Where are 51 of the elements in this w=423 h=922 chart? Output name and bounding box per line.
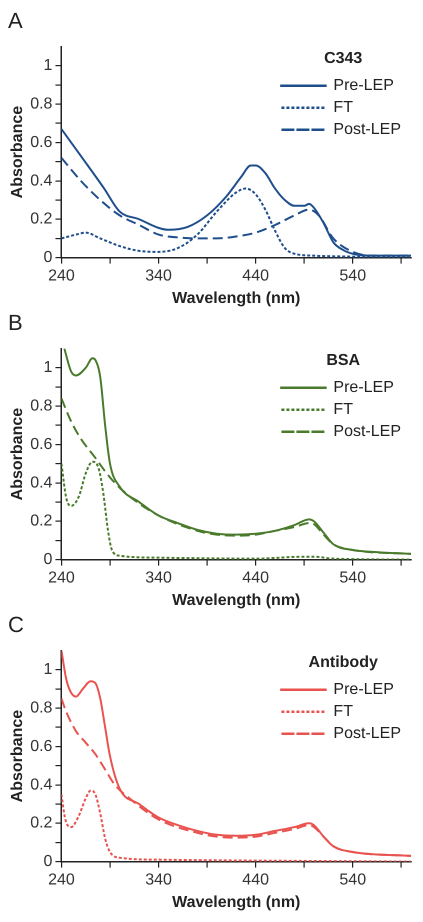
y-axis-title: Absorbance [9, 408, 26, 500]
x-axis-title: Wavelength (nm) [172, 894, 300, 911]
y-tick-label: 0 [44, 249, 53, 266]
x-tick-label: 440 [242, 570, 270, 587]
x-tick-label: 340 [145, 268, 172, 285]
x-tick-label: 240 [48, 872, 75, 889]
y-tick-label: 0.8 [30, 96, 53, 113]
y-tick-label: 1 [44, 359, 53, 376]
x-tick-label: 240 [48, 268, 75, 285]
y-tick-label: 1 [44, 57, 53, 74]
legend-label: FT [333, 401, 354, 418]
legend-label: FT [333, 99, 354, 116]
text: C [8, 612, 25, 638]
y-tick-label: 0.8 [30, 398, 53, 415]
legend-label: FT [333, 703, 354, 720]
x-tick-label: 340 [145, 570, 172, 587]
y-tick-label: 0.6 [30, 134, 53, 151]
legend-label: Pre-LEP [333, 681, 394, 698]
legend-title: C343 [324, 50, 362, 68]
x-axis-title: Wavelength (nm) [172, 290, 300, 307]
y-axis-title: Absorbance [9, 710, 26, 802]
text: B [8, 310, 24, 336]
y-tick-label: 0 [44, 853, 53, 870]
legend-label: Post-LEP [333, 423, 402, 440]
legend-label: Pre-LEP [333, 379, 394, 396]
legend-label: Post-LEP [333, 725, 402, 742]
x-axis-title: Wavelength (nm) [172, 592, 300, 609]
x-tick-label: 440 [242, 872, 270, 889]
y-axis-title: Absorbance [9, 106, 26, 198]
text: A [8, 8, 24, 34]
y-tick-label: 0.8 [30, 700, 53, 717]
legend-label: Pre-LEP [333, 77, 394, 94]
y-tick-label: 0.4 [30, 172, 53, 190]
y-tick-label: 0.2 [30, 814, 53, 832]
y-tick-label: 1 [44, 661, 53, 678]
x-tick-label: 540 [339, 268, 366, 285]
x-tick-label: 540 [339, 872, 366, 889]
y-tick-label: 0.4 [30, 776, 53, 794]
y-tick-label: 0.6 [30, 738, 53, 755]
x-tick-label: 340 [145, 872, 172, 889]
x-tick-label: 240 [48, 570, 75, 587]
y-tick-label: 0.2 [30, 512, 53, 530]
y-tick-label: 0.2 [30, 210, 53, 228]
legend-label: Post-LEP [333, 121, 402, 138]
legend-title: BSA [326, 352, 361, 370]
y-tick-label: 0.6 [30, 436, 53, 453]
x-tick-label: 440 [242, 268, 270, 285]
y-tick-label: 0.4 [30, 474, 53, 492]
y-tick-label: 0 [44, 551, 53, 568]
x-tick-label: 540 [339, 570, 366, 587]
legend-title: Antibody [308, 654, 378, 672]
